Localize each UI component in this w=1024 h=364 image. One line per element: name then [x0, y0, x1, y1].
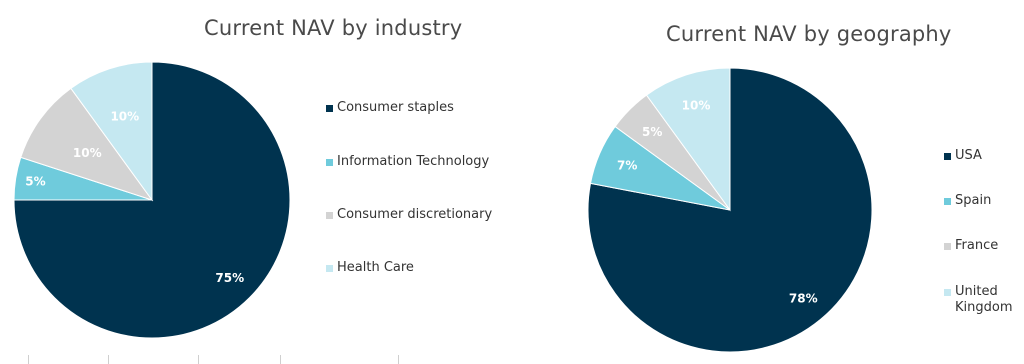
legend-label: Consumer staples [337, 100, 454, 115]
legend-item-health-care: Health Care [326, 260, 414, 275]
legend-label: Health Care [337, 260, 414, 275]
pie-geography: 78% 7% 5% 10% [587, 67, 873, 353]
chart-title-geography: Current NAV by geography [666, 22, 952, 46]
axis-tick [108, 355, 109, 364]
pie-slice-consumer-discretionary [20, 87, 154, 201]
slice-label-consumer-staples: 75% [215, 271, 244, 285]
pie-industry: 75% 5% 10% 10% [13, 61, 291, 339]
slice-label-france: 5% [642, 125, 662, 139]
pie-slice-united-kingdom [645, 67, 731, 212]
axis-tick [28, 355, 29, 364]
legend-label: France [955, 238, 999, 253]
legend-swatch [326, 105, 333, 112]
legend-label: Spain [955, 193, 992, 208]
legend-swatch [326, 159, 333, 166]
legend-swatch [326, 265, 333, 272]
slice-label-consumer-discretionary: 10% [73, 146, 102, 160]
axis-tick [198, 355, 199, 364]
legend-swatch [944, 243, 951, 250]
legend-label: USA [955, 148, 982, 163]
legend-label: Consumer discretionary [337, 207, 493, 222]
legend-item-information-technology: Information Technology [326, 154, 489, 169]
legend-item-usa: USA [944, 148, 1024, 164]
legend-label: Information Technology [337, 154, 490, 169]
legend-item-france: France [944, 238, 1024, 254]
slice-label-information-technology: 5% [25, 175, 45, 189]
legend-swatch [944, 153, 951, 160]
legend-swatch [326, 212, 333, 219]
slice-label-health-care: 10% [110, 109, 139, 123]
chart-geography: Current NAV by geography 78% 7% 5% 10% USA S… [520, 0, 1024, 364]
pie-slice-health-care [70, 61, 153, 202]
axis-tick [280, 355, 281, 364]
axis-tick [398, 355, 399, 364]
legend-swatch [944, 289, 951, 296]
legend-item-consumer-staples: Consumer staples [326, 100, 454, 115]
legend-item-united-kingdom: United Kingdom [944, 284, 1024, 316]
legend-swatch [944, 198, 951, 205]
pie-slice-consumer-staples [13, 61, 291, 339]
legend-label: United Kingdom [955, 284, 1013, 315]
slice-label-united-kingdom: 10% [682, 98, 711, 112]
chart-title-industry: Current NAV by industry [204, 16, 463, 40]
slice-label-usa: 78% [789, 292, 818, 306]
legend-item-consumer-discretionary: Consumer discretionary [326, 207, 492, 222]
legend-item-spain: Spain [944, 193, 1024, 209]
chart-industry: Current NAV by industry 75% 5% 10% 10% Cons… [13, 16, 492, 364]
slice-label-spain: 7% [617, 159, 637, 173]
